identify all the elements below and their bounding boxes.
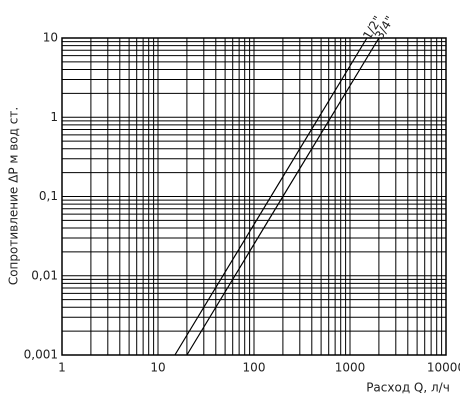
y-tick-label: 0,01 [31,268,58,282]
line-series [174,37,368,356]
x-tick-label: 1 [58,361,66,375]
plot-frame [61,37,447,356]
y-tick-label: 0,1 [39,189,58,203]
x-tick-label: 100 [243,361,266,375]
y-tick-label: 10 [43,31,58,45]
x-tick-label: 1000 [335,361,366,375]
line-series [186,37,380,356]
y-tick-label: 1 [50,110,58,124]
y-axis-title: Сопротивление ΔP м вод ст. [7,107,21,285]
x-tick-label: 10 [150,361,165,375]
x-axis-title: Расход Q, л/ч [366,381,450,395]
y-tick-label: 0,001 [24,348,58,362]
